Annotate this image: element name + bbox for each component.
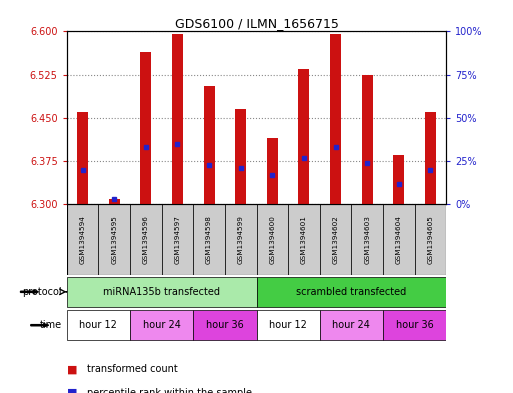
Bar bbox=[415, 204, 446, 275]
Text: GSM1394594: GSM1394594 bbox=[80, 215, 86, 264]
Text: GSM1394605: GSM1394605 bbox=[427, 215, 433, 264]
Bar bbox=[98, 204, 130, 275]
Text: GSM1394598: GSM1394598 bbox=[206, 215, 212, 264]
Text: scrambled transfected: scrambled transfected bbox=[297, 287, 406, 297]
Text: GSM1394602: GSM1394602 bbox=[332, 215, 339, 264]
Text: percentile rank within the sample: percentile rank within the sample bbox=[87, 388, 252, 393]
Text: miRNA135b transfected: miRNA135b transfected bbox=[103, 287, 220, 297]
Bar bbox=[109, 198, 120, 204]
Bar bbox=[393, 155, 404, 204]
Bar bbox=[204, 86, 214, 204]
Bar bbox=[67, 277, 256, 307]
Bar bbox=[425, 112, 436, 204]
Text: GSM1394595: GSM1394595 bbox=[111, 215, 117, 264]
Text: hour 36: hour 36 bbox=[396, 320, 433, 330]
Bar bbox=[235, 109, 246, 204]
Text: time: time bbox=[40, 320, 62, 330]
Text: GSM1394600: GSM1394600 bbox=[269, 215, 275, 264]
Text: ■: ■ bbox=[67, 364, 77, 375]
Bar bbox=[193, 310, 256, 340]
Title: GDS6100 / ILMN_1656715: GDS6100 / ILMN_1656715 bbox=[174, 17, 339, 30]
Bar bbox=[130, 310, 193, 340]
Bar bbox=[320, 310, 383, 340]
Text: GSM1394597: GSM1394597 bbox=[174, 215, 181, 264]
Text: hour 12: hour 12 bbox=[80, 320, 117, 330]
Bar bbox=[193, 204, 225, 275]
Bar bbox=[162, 204, 193, 275]
Text: protocol: protocol bbox=[22, 287, 62, 297]
Text: GSM1394599: GSM1394599 bbox=[238, 215, 244, 264]
Text: GSM1394596: GSM1394596 bbox=[143, 215, 149, 264]
Bar bbox=[67, 204, 98, 275]
Bar bbox=[67, 310, 130, 340]
Bar bbox=[383, 204, 415, 275]
Text: hour 12: hour 12 bbox=[269, 320, 307, 330]
Bar bbox=[140, 51, 151, 204]
Bar bbox=[267, 138, 278, 204]
Bar bbox=[299, 69, 309, 204]
Text: hour 24: hour 24 bbox=[332, 320, 370, 330]
Bar bbox=[362, 75, 373, 204]
Text: GSM1394603: GSM1394603 bbox=[364, 215, 370, 264]
Text: ■: ■ bbox=[67, 388, 77, 393]
Bar bbox=[256, 277, 446, 307]
Bar bbox=[172, 34, 183, 204]
Text: hour 24: hour 24 bbox=[143, 320, 181, 330]
Bar bbox=[77, 112, 88, 204]
Bar bbox=[130, 204, 162, 275]
Bar bbox=[351, 204, 383, 275]
Bar bbox=[288, 204, 320, 275]
Bar bbox=[256, 310, 320, 340]
Bar bbox=[320, 204, 351, 275]
Text: GSM1394604: GSM1394604 bbox=[396, 215, 402, 264]
Bar bbox=[330, 34, 341, 204]
Bar bbox=[383, 310, 446, 340]
Bar bbox=[256, 204, 288, 275]
Text: transformed count: transformed count bbox=[87, 364, 178, 375]
Bar bbox=[225, 204, 256, 275]
Text: GSM1394601: GSM1394601 bbox=[301, 215, 307, 264]
Text: hour 36: hour 36 bbox=[206, 320, 244, 330]
